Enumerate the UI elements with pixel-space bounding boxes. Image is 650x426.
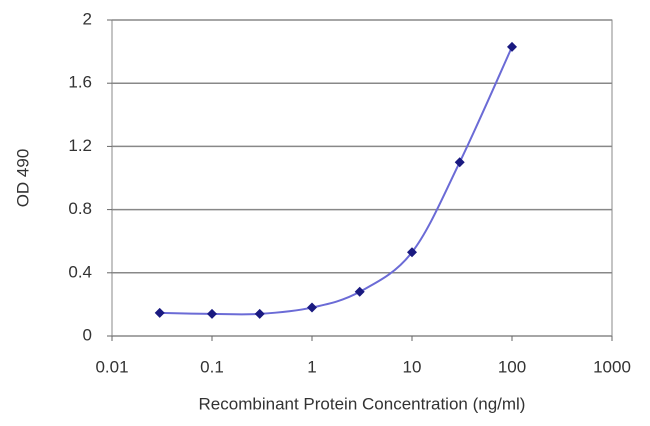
data-point xyxy=(507,41,517,52)
data-point xyxy=(207,308,217,319)
data-point xyxy=(307,302,317,313)
x-tick-label: 10 xyxy=(403,357,422,376)
y-tick-label: 2 xyxy=(83,9,92,28)
y-tick-label: 1.2 xyxy=(68,136,92,155)
data-point xyxy=(154,307,165,318)
y-tick-label: 0.4 xyxy=(68,262,92,281)
x-tick-label: 0.1 xyxy=(200,357,224,376)
plot-area xyxy=(111,19,613,337)
x-tick-label: 0.01 xyxy=(95,357,128,376)
x-axis-label: Recombinant Protein Concentration (ng/ml… xyxy=(199,394,526,413)
y-tick-label: 1.6 xyxy=(68,73,92,92)
data-point xyxy=(254,308,265,319)
x-tick-label: 100 xyxy=(498,357,526,376)
x-tick-label: 1 xyxy=(307,357,316,376)
y-axis-label: OD 490 xyxy=(13,149,32,208)
y-tick-label: 0.8 xyxy=(68,199,92,218)
x-tick-label: 1000 xyxy=(593,357,631,376)
data-point xyxy=(454,157,465,168)
data-point xyxy=(407,247,417,258)
y-tick-label: 0 xyxy=(83,325,92,344)
data-point xyxy=(354,286,365,297)
